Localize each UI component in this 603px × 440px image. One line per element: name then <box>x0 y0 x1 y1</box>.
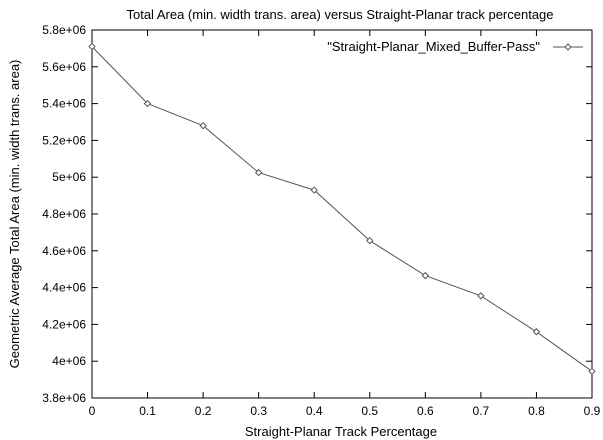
legend: "Straight-Planar_Mixed_Buffer-Pass" <box>327 39 583 54</box>
x-tick-label: 0.6 <box>417 404 434 418</box>
y-tick-label: 4.2e+06 <box>42 317 86 331</box>
data-point <box>421 271 430 280</box>
axis-ticks <box>91 29 593 399</box>
data-point <box>143 99 152 108</box>
x-tick-label: 0.4 <box>306 404 323 418</box>
x-tick-label: 0.8 <box>528 404 545 418</box>
y-tick-label: 5.6e+06 <box>42 60 86 74</box>
y-tick-label: 5.2e+06 <box>42 133 86 147</box>
data-point <box>588 367 596 376</box>
y-tick-label: 4.4e+06 <box>42 281 86 295</box>
x-tick-label: 0.9 <box>584 404 601 418</box>
legend-label: "Straight-Planar_Mixed_Buffer-Pass" <box>327 39 540 54</box>
y-tick-label: 3.8e+06 <box>42 391 86 405</box>
data-point <box>366 236 374 245</box>
data-point <box>199 121 207 130</box>
y-tick-label: 5e+06 <box>52 170 86 184</box>
data-point <box>310 186 318 194</box>
x-tick-label: 0.7 <box>473 404 490 418</box>
x-tick-label: 0.1 <box>139 404 156 418</box>
series-line <box>91 46 593 372</box>
y-tick-label: 5.8e+06 <box>42 23 86 37</box>
y-tick-label: 4.6e+06 <box>42 244 86 258</box>
series-layer <box>88 42 596 376</box>
x-tick-label: 0.5 <box>361 404 378 418</box>
data-point <box>477 292 485 300</box>
y-tick-label: 5.4e+06 <box>42 97 86 111</box>
data-point <box>88 42 96 51</box>
plot-frame <box>91 29 593 399</box>
x-axis-title: Straight-Planar Track Percentage <box>245 424 437 439</box>
chart-title: Total Area (min. width trans. area) vers… <box>126 7 553 22</box>
data-point <box>254 168 263 177</box>
data-point <box>532 328 541 336</box>
x-tick-label: 0.2 <box>195 404 212 418</box>
axis-tick-labels: 0 0.1 0.2 0.3 0.4 0.5 0.6 0.7 0.8 0.9 3.8e+06 4e+06… <box>42 23 600 418</box>
x-tick-label: 0.3 <box>250 404 267 418</box>
y-axis-title: Geometric Average Total Area (min. width… <box>7 60 22 369</box>
x-tick-label: 0 <box>89 404 96 418</box>
legend-marker-sample <box>564 43 572 51</box>
y-tick-label: 4e+06 <box>52 354 86 368</box>
y-tick-label: 4.8e+06 <box>42 207 86 221</box>
